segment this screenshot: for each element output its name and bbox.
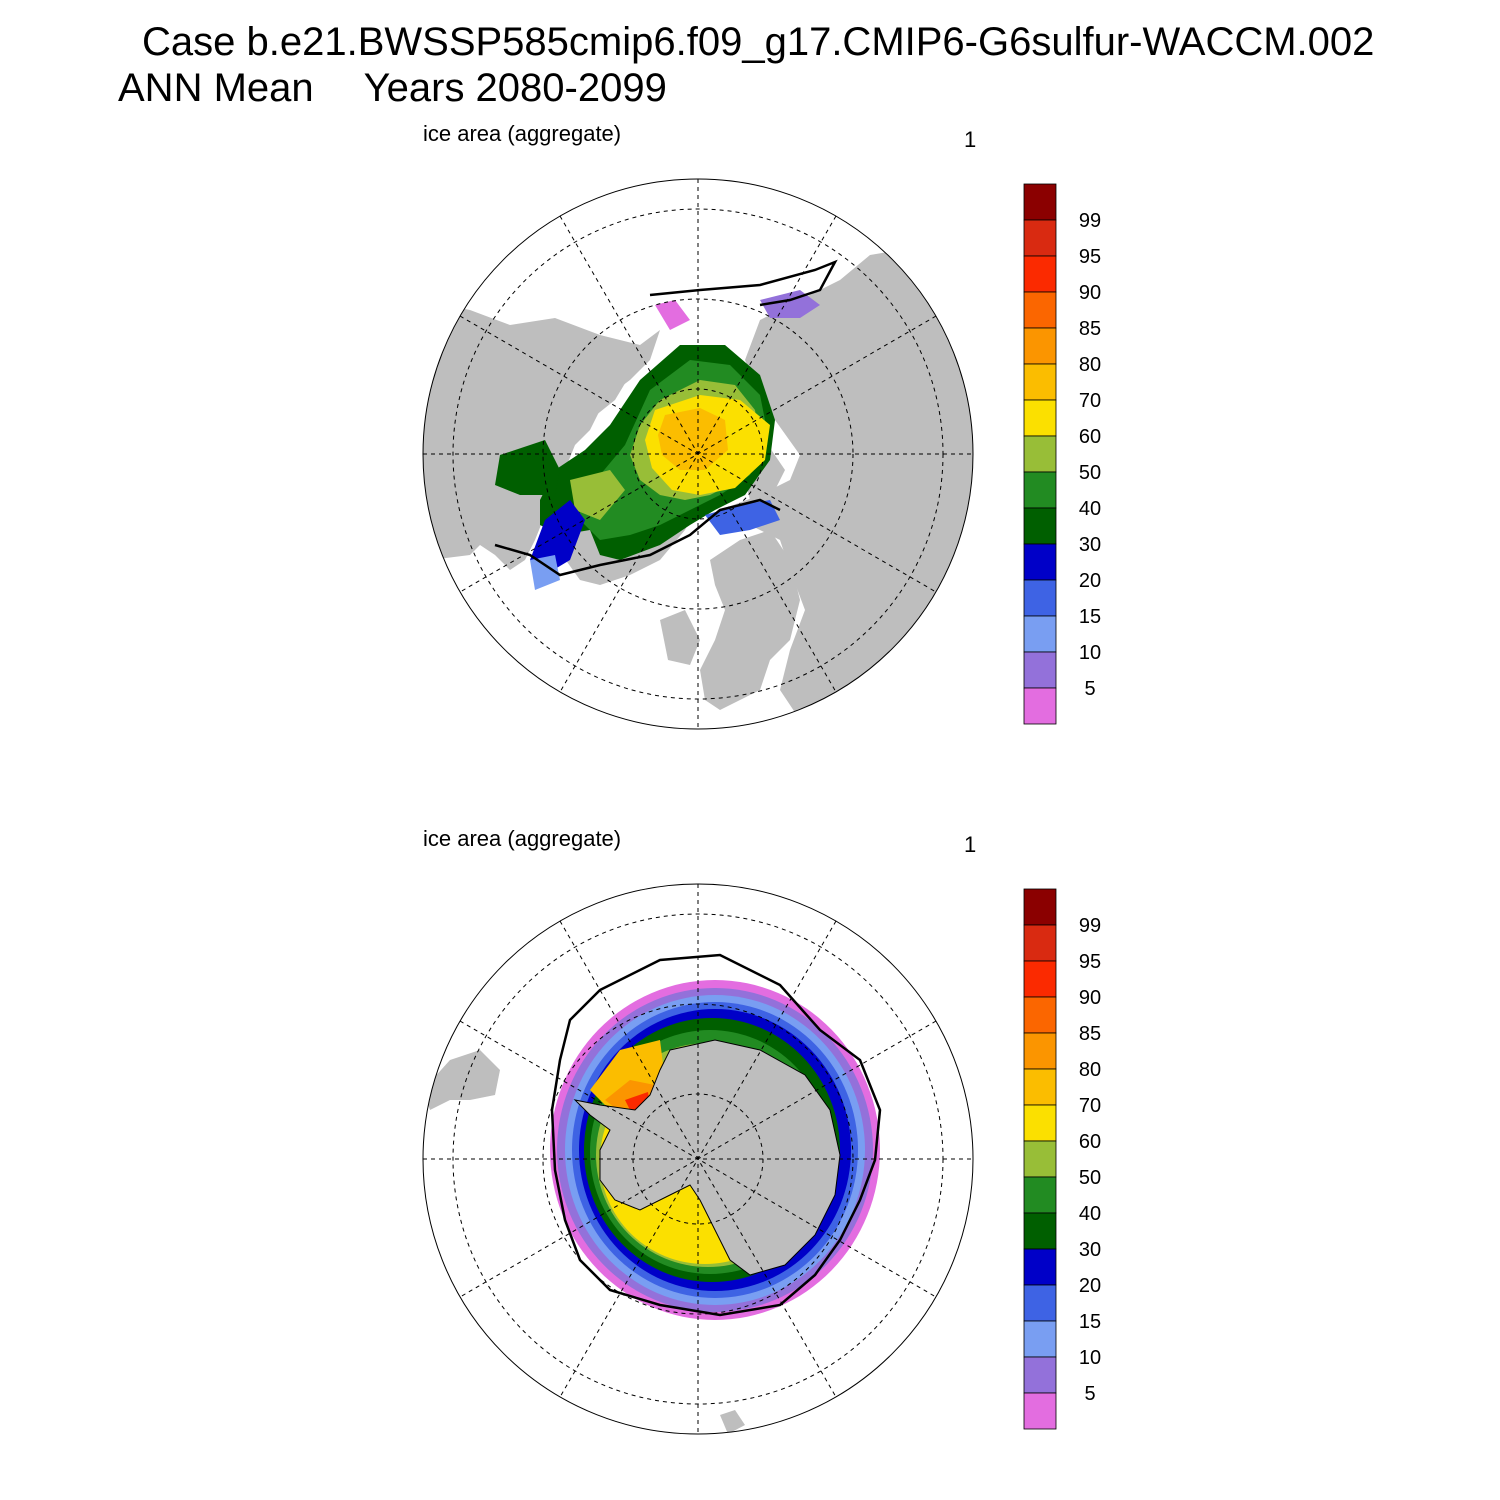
sh-colorbar-box (1023, 996, 1057, 1034)
sh-colorbar-box (1023, 1068, 1057, 1106)
nh-colorbar-box (1023, 615, 1057, 653)
season-years-title: ANN Mean Years 2080-2099 (118, 68, 667, 108)
nh-colorbar-box (1023, 435, 1057, 473)
nh-colorbar-label: 95 (1079, 246, 1101, 268)
nh-colorbar: 99 95 90 85 80 70 60 50 40 30 20 15 10 5 (1023, 183, 1101, 725)
nh-colorbar-box (1023, 651, 1057, 689)
sh-colorbar-box (1023, 888, 1057, 926)
sh-colorbar-label: 95 (1079, 951, 1101, 973)
sh-colorbar-box (1023, 1248, 1057, 1286)
nh-colorbar-box (1023, 327, 1057, 365)
sh-colorbar-box (1023, 1212, 1057, 1250)
nh-colorbar-box (1023, 543, 1057, 581)
nh-map-border (422, 178, 974, 730)
nh-colorbar-label: 15 (1079, 606, 1101, 628)
nh-colorbar-label: 5 (1084, 678, 1095, 700)
sh-colorbar-box (1023, 1176, 1057, 1214)
sh-colorbar-box (1023, 1032, 1057, 1070)
nh-colorbar-box (1023, 471, 1057, 509)
nh-colorbar-box (1023, 399, 1057, 437)
nh-graticule (423, 179, 973, 729)
sh-colorbar-box (1023, 960, 1057, 998)
sh-polar-map (422, 883, 974, 1435)
sh-colorbar-label: 90 (1079, 987, 1101, 1009)
nh-colorbar-label: 70 (1079, 390, 1101, 412)
nh-colorbar-box (1023, 183, 1057, 221)
sh-colorbar-label: 70 (1079, 1095, 1101, 1117)
antarctica (573, 1039, 841, 1276)
sh-colorbar-box (1023, 1320, 1057, 1358)
sh-colorbar-label: 80 (1079, 1059, 1101, 1081)
sh-colorbar-label: 5 (1084, 1383, 1095, 1405)
sh-graticule (423, 884, 973, 1434)
nh-colorbar-box (1023, 255, 1057, 293)
season-label: ANN Mean (118, 66, 314, 110)
nh-variable-label: ice area (aggregate) (423, 121, 622, 146)
sh-colorbar-box (1023, 1140, 1057, 1178)
nh-polar-map (422, 178, 974, 730)
sh-colorbar-label: 50 (1079, 1167, 1101, 1189)
nh-colorbar-label: 60 (1079, 426, 1101, 448)
nh-colorbar-box (1023, 507, 1057, 545)
sh-colorbar-box (1023, 1284, 1057, 1322)
sh-colorbar-box (1023, 924, 1057, 962)
nh-colorbar-box (1023, 363, 1057, 401)
sh-colorbar-label: 20 (1079, 1275, 1101, 1297)
nh-colorbar-label: 50 (1079, 462, 1101, 484)
case-title: Case b.e21.BWSSP585cmip6.f09_g17.CMIP6-G… (142, 20, 1375, 64)
sh-colorbar-label: 40 (1079, 1203, 1101, 1225)
sh-colorbar-label: 30 (1079, 1239, 1101, 1261)
nh-colorbar-box (1023, 687, 1057, 725)
nh-colorbar-box (1023, 291, 1057, 329)
nh-colorbar-box (1023, 579, 1057, 617)
sh-units-label: 1 (964, 832, 977, 857)
sh-colorbar-label: 99 (1079, 915, 1101, 937)
nh-colorbar-label: 20 (1079, 570, 1101, 592)
sh-land-peripheral (423, 1050, 745, 1434)
nh-colorbar-label: 85 (1079, 318, 1101, 340)
nh-units-label: 1 (964, 127, 977, 152)
sh-colorbar-box (1023, 1392, 1057, 1430)
nh-colorbar-label: 80 (1079, 354, 1101, 376)
nh-ice-edge-contour (494, 259, 838, 577)
nh-colorbar-label: 40 (1079, 498, 1101, 520)
sh-variable-label: ice area (aggregate) (423, 826, 622, 851)
nh-colorbar-label: 30 (1079, 534, 1101, 556)
sh-colorbar-box (1023, 1104, 1057, 1142)
sh-colorbar-label: 85 (1079, 1023, 1101, 1045)
sh-colorbar-label: 10 (1079, 1347, 1101, 1369)
sh-colorbar-label: 60 (1079, 1131, 1101, 1153)
nh-colorbar-box (1023, 219, 1057, 257)
sh-ice-edge-contour (550, 953, 882, 1317)
sh-colorbar-box (1023, 1356, 1057, 1394)
nh-colorbar-label: 10 (1079, 642, 1101, 664)
nh-colorbar-label: 90 (1079, 282, 1101, 304)
sh-colorbar-label: 15 (1079, 1311, 1101, 1333)
years-label: Years 2080-2099 (363, 66, 667, 110)
sh-colorbar: 99 95 90 85 80 70 60 50 40 30 20 15 10 5 (1023, 888, 1101, 1430)
sh-map-border (422, 883, 974, 1435)
nh-colorbar-label: 99 (1079, 210, 1101, 232)
